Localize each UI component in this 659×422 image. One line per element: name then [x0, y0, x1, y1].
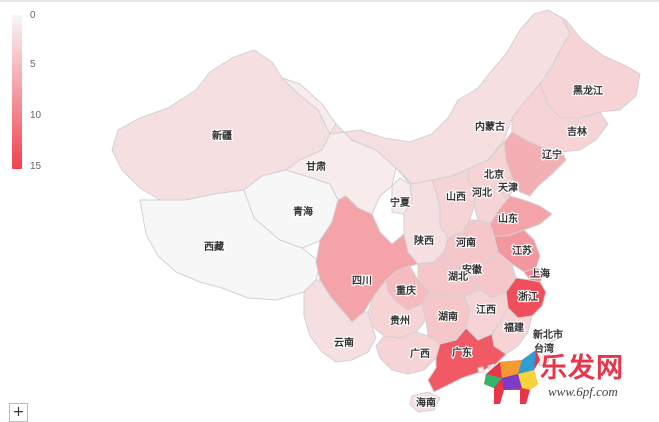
zoom-in-button[interactable]: + — [9, 403, 28, 422]
province-label-hainan: 海南 — [416, 396, 436, 409]
province-label-gansu: 甘肃 — [306, 160, 326, 173]
province-label-anhui: 安徽 — [462, 263, 483, 276]
watermark-brand: 乐发网 — [540, 353, 624, 384]
province-label-xizang: 西藏 — [204, 240, 224, 253]
province-yunnan[interactable] — [303, 279, 377, 363]
province-shanghai[interactable] — [523, 267, 547, 283]
province-guangxi[interactable] — [375, 331, 441, 375]
province-label-guangxi: 广西 — [410, 347, 430, 360]
province-label-zhejiang: 浙江 — [518, 290, 538, 303]
province-label-shandong: 山东 — [498, 212, 518, 225]
province-label-jiangxi: 江西 — [476, 303, 496, 316]
province-label-guizhou: 贵州 — [390, 314, 410, 327]
province-aomen[interactable] — [477, 366, 485, 374]
watermark-url: www.6pf.com — [548, 384, 618, 399]
province-label-shaanxi: 陕西 — [414, 234, 434, 247]
province-xinbei[interactable] — [547, 331, 557, 343]
province-tianjin[interactable] — [499, 179, 515, 199]
province-label-yunnan: 云南 — [334, 336, 354, 349]
legend-tick: 0 — [30, 10, 36, 21]
province-label-shanghai: 上海 — [530, 267, 550, 280]
province-label-qinghai: 青海 — [293, 205, 313, 218]
province-label-liaoning: 辽宁 — [542, 148, 562, 161]
legend-tick: 5 — [30, 59, 36, 70]
province-label-chongqing: 重庆 — [396, 284, 416, 297]
province-label-shanxi: 山西 — [446, 190, 466, 203]
legend-tick: 15 — [30, 161, 42, 172]
province-label-ningxia: 宁夏 — [390, 196, 411, 209]
province-label-fujian: 福建 — [503, 321, 525, 334]
province-label-hebei: 河北 — [472, 186, 492, 199]
province-fujian[interactable] — [491, 307, 533, 355]
province-label-sichuan: 四川 — [352, 275, 372, 287]
province-label-taiwan: 台湾 — [534, 342, 554, 355]
top-border — [0, 0, 659, 2]
province-label-neimenggu: 内蒙古 — [475, 120, 505, 133]
province-label-guangdong: 广东 — [452, 346, 472, 359]
province-label-tianjin: 天津 — [498, 181, 518, 194]
province-label-xinbei: 新北市 — [533, 328, 563, 341]
province-label-heilongjiang: 黑龙江 — [573, 84, 603, 97]
province-label-hunan: 湖南 — [438, 310, 458, 323]
province-label-jiangsu: 江苏 — [512, 244, 532, 257]
province-label-hubei: 湖北 — [448, 270, 468, 283]
legend-tick: 10 — [30, 110, 42, 121]
province-label-xinjiang: 新疆 — [212, 129, 232, 142]
province-guangdong[interactable] — [427, 327, 507, 393]
province-label-henan: 河南 — [456, 236, 476, 249]
legend-gradient-bar[interactable] — [12, 15, 22, 169]
province-label-jilin: 吉林 — [567, 125, 588, 138]
watermark-logo: 乐发网 www.6pf.com — [478, 344, 658, 414]
province-hainan[interactable] — [409, 391, 441, 413]
bull-logo-icon — [484, 350, 540, 404]
province-label-beijing: 北京 — [484, 168, 504, 181]
color-legend[interactable]: 0 5 10 15 — [8, 10, 48, 172]
